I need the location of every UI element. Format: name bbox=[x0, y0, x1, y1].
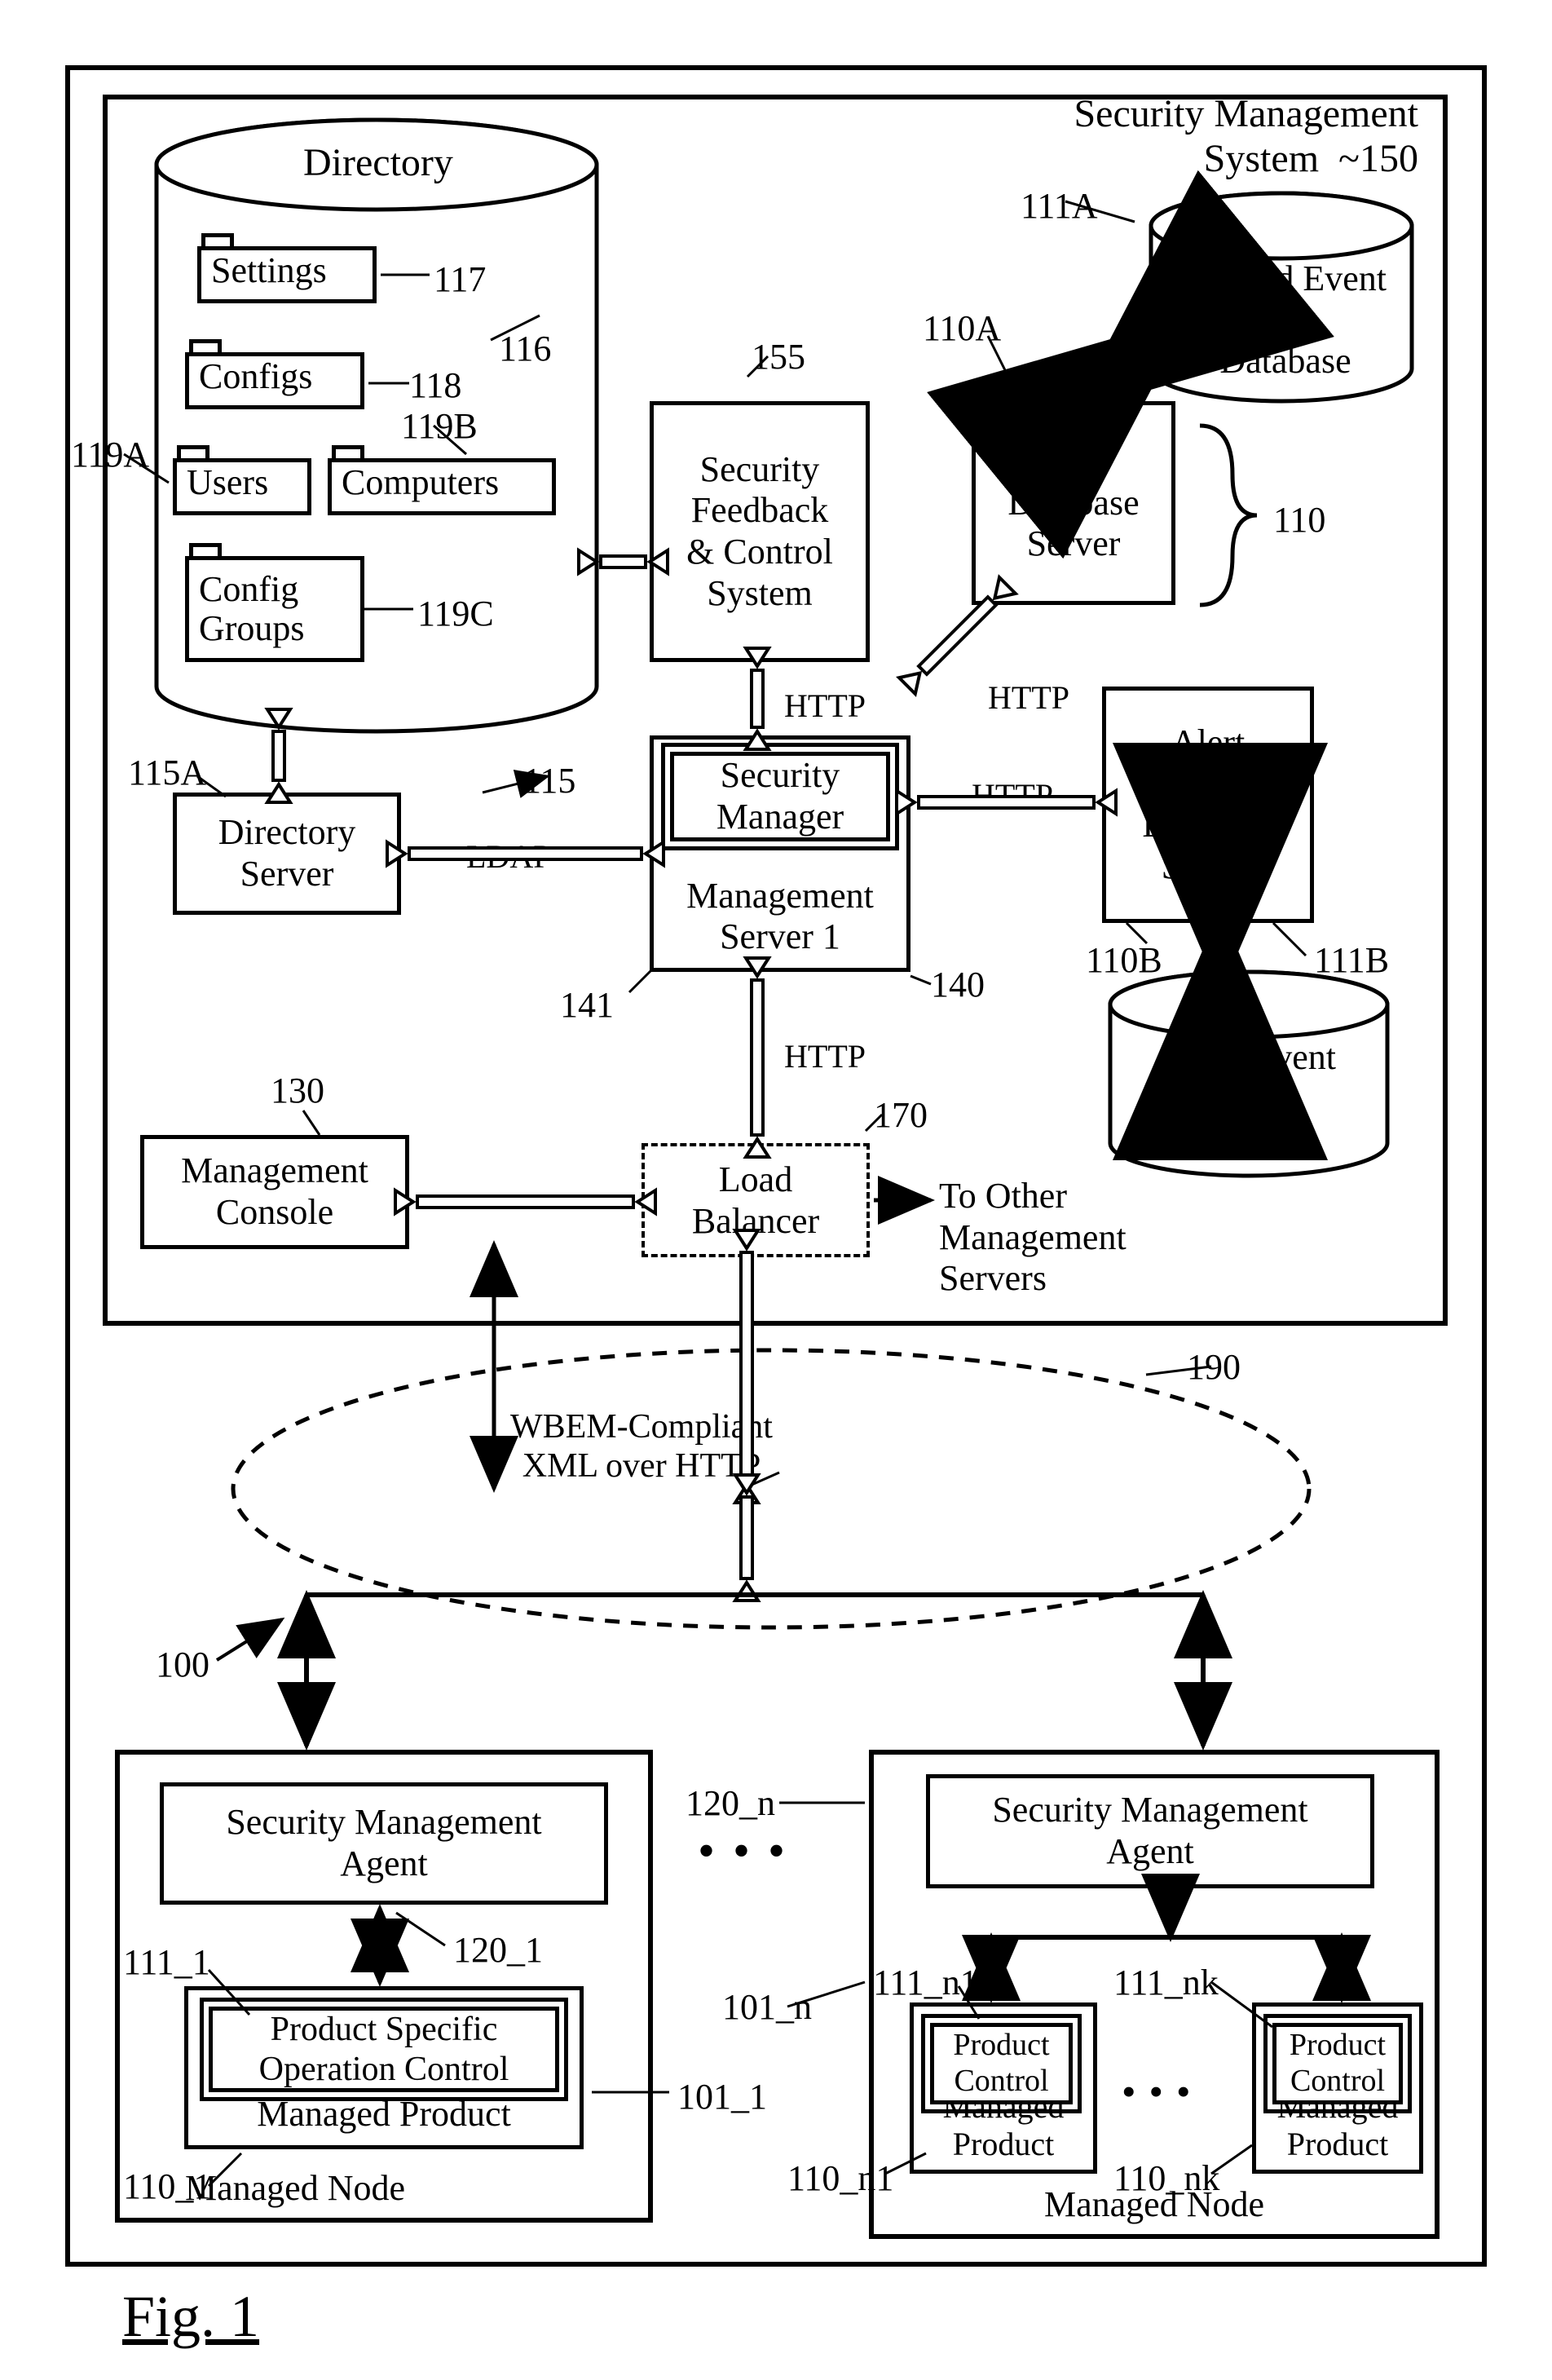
ref-120_1: 120_1 bbox=[453, 1929, 543, 1971]
ref-110B: 110B bbox=[1086, 939, 1162, 981]
security-feedback-box: SecurityFeedback& ControlSystem bbox=[650, 401, 870, 662]
to-other-servers: To OtherManagementServers bbox=[939, 1176, 1127, 1300]
ref-115A: 115A bbox=[128, 752, 206, 793]
ref-110_1: 110_1 bbox=[123, 2166, 211, 2207]
folder-configs: Configs bbox=[185, 352, 364, 409]
folder-tab bbox=[189, 339, 222, 352]
ref-116: 116 bbox=[499, 328, 551, 369]
ref-120_n: 120_n bbox=[686, 1782, 775, 1824]
folder-tab bbox=[189, 543, 222, 556]
ref-155: 155 bbox=[752, 336, 805, 378]
http-label-3: HTTP bbox=[972, 776, 1053, 815]
logged-db-label: Logged EventSQLDatabase bbox=[1179, 258, 1391, 382]
product-control-n1: ProductControl bbox=[930, 2023, 1073, 2104]
security-manager: SecurityManager bbox=[670, 752, 890, 841]
ref-190: 190 bbox=[1187, 1346, 1241, 1388]
ref-100: 100 bbox=[156, 1644, 209, 1685]
ref-110_n1: 110_n1 bbox=[787, 2157, 893, 2199]
log-db-server: LogDatabaseServer bbox=[972, 401, 1175, 605]
ref-115: 115 bbox=[523, 760, 575, 801]
ref-110A: 110A bbox=[923, 307, 1001, 349]
mgmt-console: ManagementConsole bbox=[140, 1135, 409, 1249]
ref-130: 130 bbox=[271, 1070, 324, 1111]
ref-119A: 119A bbox=[71, 434, 149, 475]
http-label-4: HTTP bbox=[784, 1037, 866, 1075]
ref-119C: 119C bbox=[417, 593, 494, 634]
ref-119B: 119B bbox=[401, 405, 478, 447]
figure-label: Fig. 1 bbox=[122, 2283, 259, 2351]
ldap-label: LDAP bbox=[466, 837, 551, 876]
wbem-label: WBEM-CompliantXML over HTTP bbox=[510, 1407, 773, 1486]
ref-118: 118 bbox=[409, 364, 461, 406]
alert-db-label: Alert EventSQLDatabase bbox=[1155, 1037, 1351, 1161]
ellipsis-nodes: ••• bbox=[698, 1823, 803, 1879]
ref-111A: 111A bbox=[1021, 185, 1098, 227]
sma-left: Security ManagementAgent bbox=[160, 1782, 608, 1905]
ref-111_n1: 111_n1 bbox=[873, 1962, 978, 2003]
load-balancer: LoadBalancer bbox=[642, 1143, 870, 1257]
ref-111B: 111B bbox=[1314, 939, 1389, 981]
system-title: Security ManagementSystem ~150 bbox=[1074, 91, 1418, 181]
product-control-nk: ProductControl bbox=[1272, 2023, 1403, 2104]
ref-111_1: 111_1 bbox=[123, 1941, 210, 1983]
http-label-1: HTTP bbox=[784, 687, 866, 725]
folder-tab bbox=[332, 445, 364, 458]
folder-tab bbox=[201, 233, 234, 246]
http-label-2: HTTP bbox=[988, 678, 1069, 717]
ref-110: 110 bbox=[1273, 499, 1325, 541]
alert-db-server: AlertEventDatabaseServer bbox=[1102, 687, 1314, 923]
security-management-system-box: Security ManagementSystem ~150 Directory… bbox=[103, 95, 1448, 1326]
directory-server: DirectoryServer bbox=[173, 793, 401, 915]
folder-config-groups: ConfigGroups bbox=[185, 556, 364, 662]
ellipsis-products: ••• bbox=[1122, 2068, 1204, 2115]
folder-tab bbox=[177, 445, 209, 458]
ref-170: 170 bbox=[874, 1094, 928, 1136]
folder-settings: Settings bbox=[197, 246, 377, 303]
psoc-left: Product SpecificOperation Control bbox=[209, 2007, 559, 2092]
ref-101_1: 101_1 bbox=[677, 2076, 767, 2117]
folder-users: Users bbox=[173, 458, 311, 515]
ref-111_nk: 111_nk bbox=[1113, 1962, 1219, 2003]
folder-computers: Computers bbox=[328, 458, 556, 515]
figure-frame: Security ManagementSystem ~150 Directory… bbox=[65, 65, 1487, 2267]
ref-141: 141 bbox=[560, 984, 614, 1026]
ref-110_nk: 110_nk bbox=[1113, 2157, 1219, 2199]
ref-117: 117 bbox=[434, 258, 486, 300]
ref-140: 140 bbox=[931, 964, 985, 1005]
sma-right: Security ManagementAgent bbox=[926, 1774, 1374, 1888]
ref-101_n: 101_n bbox=[722, 1986, 812, 2028]
directory-title: Directory bbox=[303, 140, 453, 185]
